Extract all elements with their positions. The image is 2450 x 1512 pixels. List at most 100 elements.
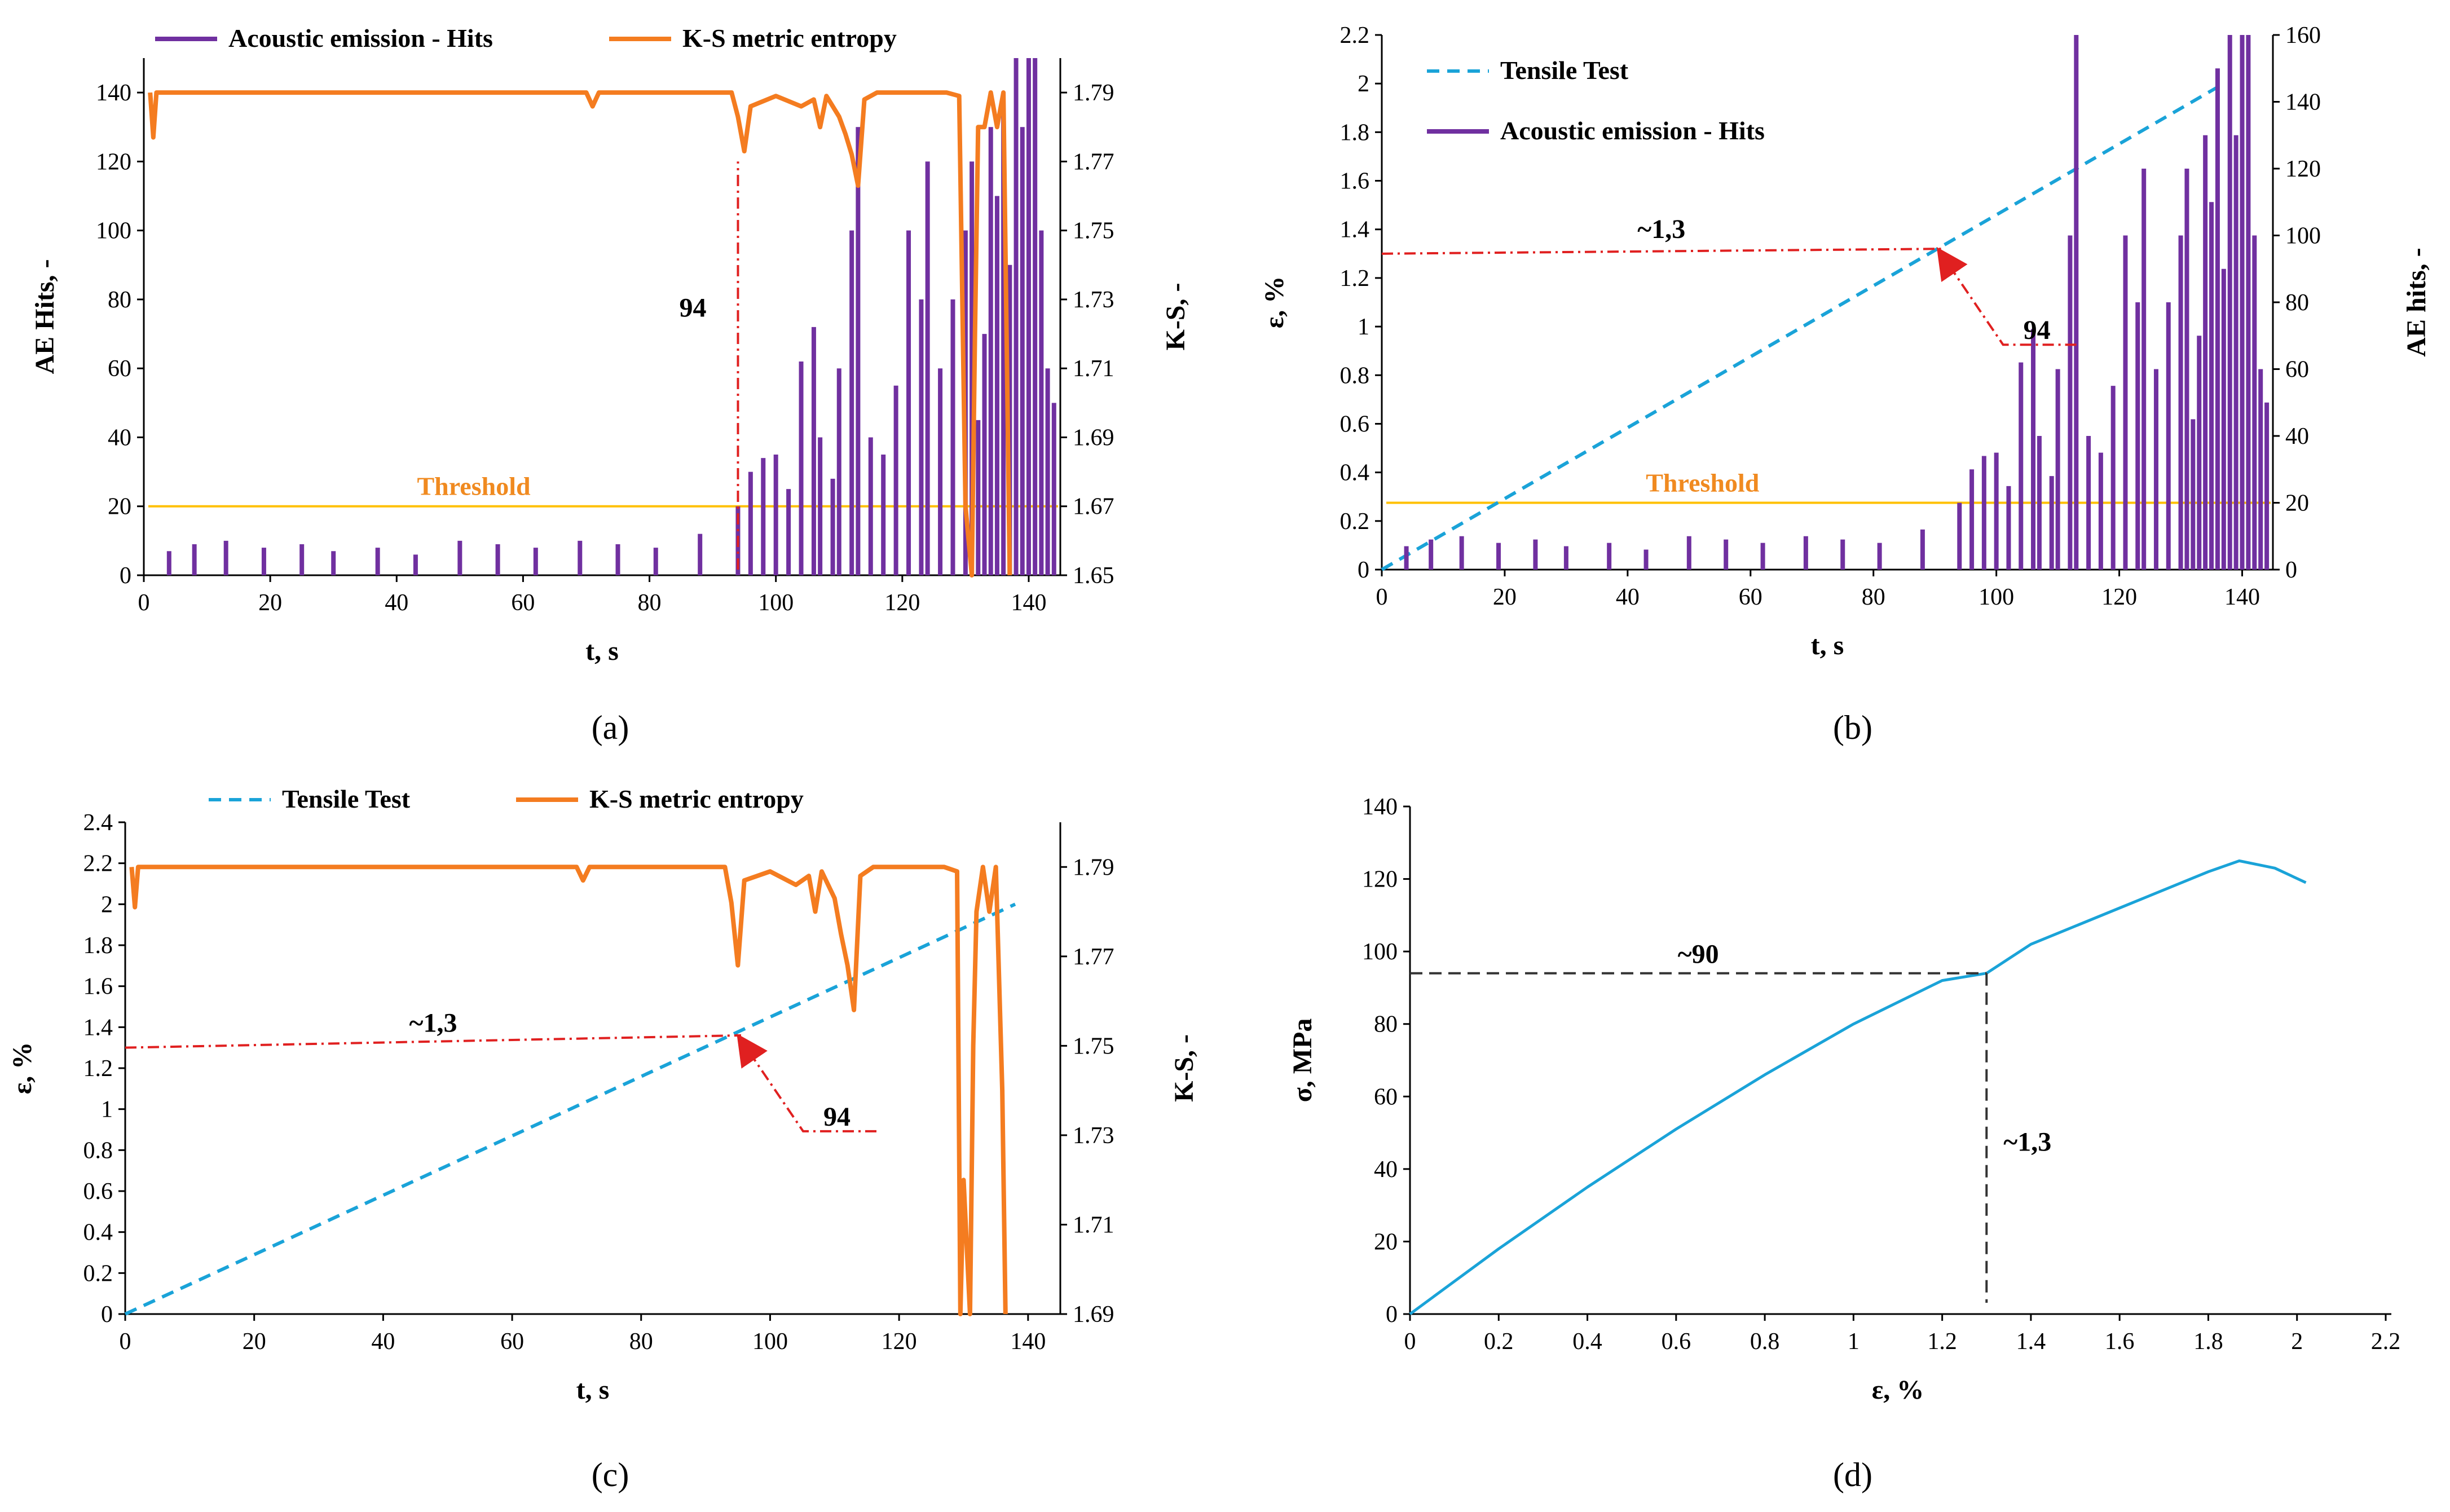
y-axis-left-title: AE Hits, - [30,259,60,374]
x-tick-label: 120 [882,1329,917,1355]
y-left-tick-label: 1.2 [83,1056,113,1082]
series-k-s-metric-entropy-line [129,865,1008,1316]
x-axis-title: t, s [1811,631,1844,660]
x-tick-label: 2 [2291,1329,2303,1355]
y-left-tick-label: 140 [96,80,131,106]
legend-label: K-S metric entropy [682,24,897,52]
panel-label: (c) [592,1456,629,1493]
x-tick-label: 80 [629,1329,653,1355]
series-stress-strain-line [1409,859,2307,1316]
x-tick-label: 100 [758,590,794,616]
panel-b: 0 20 40 60 80 100 120 14000.20.40.60.811.21.41.… [1259,23,2431,746]
y-left-tick-label: 80 [1374,1012,1398,1038]
y-right-tick-label: 1.71 [1073,1212,1114,1238]
y-right-tick-label: 20 [2285,491,2309,517]
x-tick-label: 20 [1493,584,1517,610]
y-left-tick-label: 20 [108,494,131,520]
annotation-strain-label: ~1,3 [2003,1127,2051,1157]
y-left-tick-label: 0.2 [83,1260,113,1286]
x-tick-label: 40 [371,1329,395,1355]
y-left-tick-label: 0.6 [1340,411,1370,437]
panel-label: (a) [592,709,629,746]
y-right-tick-label: 1.77 [1073,149,1114,175]
y-right-tick-label: 1.75 [1073,218,1114,244]
x-tick-label: 120 [884,590,920,616]
y-right-tick-label: 40 [2285,424,2309,449]
annotation-strain-label: ~1,3 [409,1008,457,1038]
x-tick-label: 100 [1978,584,2014,610]
series-tensile-test-line [1381,82,2225,571]
y-axis-right-title: AE hits, - [2401,248,2431,356]
y-right-tick-label: 1.67 [1073,494,1114,520]
y-left-tick-label: 0.2 [1340,509,1370,535]
panel-label: (d) [1833,1456,1872,1493]
y-right-tick-label: 1.65 [1073,563,1114,589]
y-left-tick-label: 1.2 [1340,266,1370,292]
y-left-tick-label: 0 [120,563,131,589]
x-tick-label: 20 [258,590,282,616]
annotation-stress-label: ~90 [1678,940,1719,969]
y-right-tick-label: 1.79 [1073,80,1114,106]
legend-label: Acoustic emission - Hits [228,24,493,52]
x-tick-label: 40 [385,590,408,616]
series-tensile-test-line [124,902,1016,1316]
y-right-tick-label: 60 [2285,357,2309,383]
x-tick-label: 1.8 [2193,1329,2223,1355]
x-tick-label: 0 [1376,584,1388,610]
x-tick-label: 60 [500,1329,524,1355]
x-tick-label: 80 [1862,584,1885,610]
y-right-tick-label: 1.75 [1073,1033,1114,1059]
y-right-tick-label: 1.69 [1073,1302,1114,1328]
y-left-tick-label: 0 [1358,557,1369,583]
y-axis-right-title: K-S, - [1161,283,1191,351]
x-tick-label: 20 [243,1329,266,1355]
y-left-tick-label: 0.8 [83,1138,113,1163]
legend-label: K-S metric entropy [589,784,804,813]
annotation-strain-label: ~1,3 [1637,214,1685,244]
annotation-94-label: 94 [823,1102,851,1132]
legend-label: Tensile Test [282,784,411,813]
y-left-tick-label: 0.4 [83,1220,113,1246]
y-right-tick-label: 1.77 [1073,944,1114,970]
y-right-tick-label: 1.79 [1073,854,1114,880]
y-left-tick-label: 2 [1358,71,1369,97]
y-left-tick-label: 1.8 [83,933,113,959]
x-axis-title: t, s [576,1375,610,1405]
y-left-tick-label: 60 [1374,1084,1398,1110]
y-left-tick-label: 2.4 [83,810,113,836]
y-left-tick-label: 2.2 [1340,23,1370,49]
x-tick-label: 40 [1616,584,1640,610]
y-axis-right-title: K-S, - [1169,1034,1199,1102]
x-tick-label: 0 [1404,1329,1416,1355]
x-tick-label: 2.2 [2371,1329,2401,1355]
x-tick-label: 0 [138,590,150,616]
x-tick-label: 1.2 [1927,1329,1957,1355]
y-left-tick-label: 1.6 [1340,169,1370,195]
x-tick-label: 80 [638,590,662,616]
x-tick-label: 100 [752,1329,788,1355]
y-left-tick-label: 140 [1362,794,1398,820]
panel-a: 0 20 40 60 80 100 120 140 0 20 40 60 80 100 120 140 1.65… [30,24,1191,746]
y-left-tick-label: 0.8 [1340,363,1370,389]
y-right-tick-label: 120 [2285,156,2321,182]
y-left-tick-label: 0 [1386,1302,1398,1328]
panel-c: 0 20 40 60 80 100 120 140 0 0.2 0.4 0.6 0.8 1 1.2 1.4 1.… [7,784,1199,1493]
y-left-tick-label: 60 [108,356,131,382]
y-left-tick-label: 100 [96,218,131,244]
y-left-tick-label: 1.4 [83,1015,113,1041]
y-left-tick-label: 120 [1362,867,1398,893]
y-left-tick-label: 80 [108,287,131,313]
x-tick-label: 1.6 [2105,1329,2135,1355]
y-right-tick-label: 140 [2285,90,2321,116]
x-tick-label: 60 [1739,584,1762,610]
panel-label: (b) [1833,709,1872,746]
y-right-tick-label: 1.69 [1073,425,1114,451]
x-tick-label: 0.4 [1572,1329,1602,1355]
annotation-94-label: 94 [679,293,706,323]
annotation-strain-line [1381,248,1941,255]
x-tick-label: 0.6 [1662,1329,1691,1355]
x-tick-label: 140 [1010,1329,1046,1355]
y-left-tick-label: 1.6 [83,974,113,1000]
annotation-strain-line [125,1034,742,1049]
